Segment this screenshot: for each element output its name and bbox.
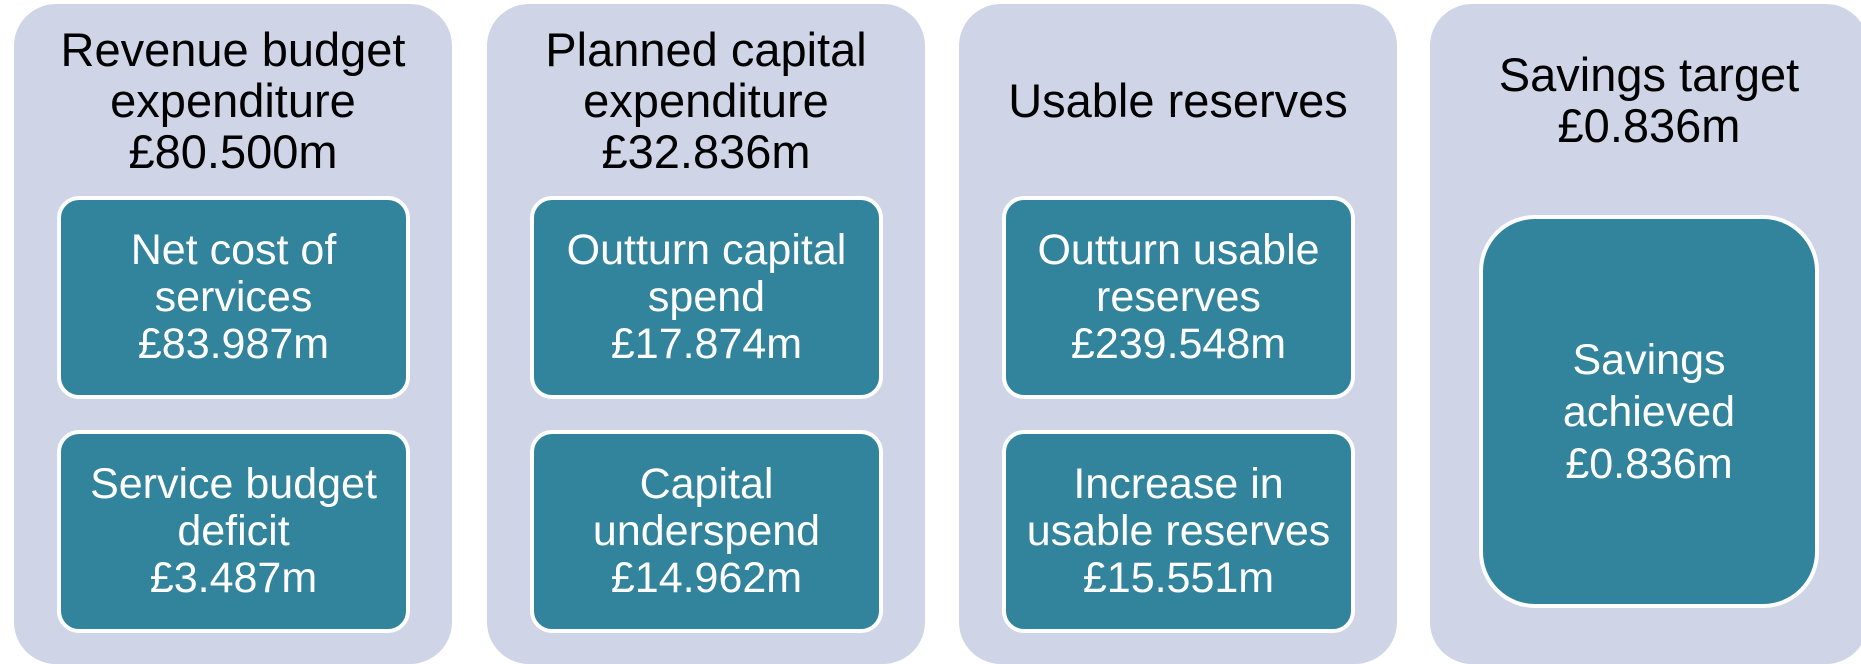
metric-box: Outturn capital spend £17.874m bbox=[530, 196, 883, 399]
box-line: £14.962m bbox=[610, 554, 803, 602]
box-line: Outturn usable bbox=[1037, 226, 1320, 274]
title-line: Savings target bbox=[1498, 48, 1800, 101]
box-line: Outturn capital bbox=[566, 226, 847, 274]
box-line: Savings bbox=[1572, 335, 1726, 384]
box-line: Capital bbox=[639, 460, 774, 508]
box-line: £83.987m bbox=[137, 320, 330, 368]
box-line: £239.548m bbox=[1070, 320, 1287, 368]
title-line: expenditure bbox=[110, 73, 356, 127]
box-line: £17.874m bbox=[610, 320, 803, 368]
panel-title: Revenue budget expenditure £80.500m bbox=[14, 4, 452, 196]
metric-box: Net cost of services £83.987m bbox=[57, 196, 410, 399]
box-line: Increase in bbox=[1073, 460, 1284, 508]
box-line: services bbox=[154, 273, 313, 321]
title-line: £32.836m bbox=[601, 124, 811, 178]
box-line: reserves bbox=[1096, 273, 1261, 321]
metric-box: Service budget deficit £3.487m bbox=[57, 430, 410, 633]
title-line: Revenue budget bbox=[60, 22, 406, 76]
panel: Usable reserves Outturn usable reserves £23… bbox=[959, 4, 1397, 664]
title-line: Planned capital bbox=[545, 22, 867, 76]
metric-box: Capital underspend £14.962m bbox=[530, 430, 883, 633]
panel-title: Savings target £0.836m bbox=[1430, 4, 1861, 196]
box-line: usable reserves bbox=[1026, 507, 1331, 555]
title-line: Usable reserves bbox=[1008, 73, 1348, 127]
metric-box: Savings achieved £0.836m bbox=[1479, 215, 1819, 608]
metric-box: Outturn usable reserves £239.548m bbox=[1002, 196, 1355, 399]
title-line: £80.500m bbox=[128, 124, 338, 178]
box-line: £0.836m bbox=[1565, 439, 1733, 488]
box-line: deficit bbox=[177, 507, 290, 555]
panel: Revenue budget expenditure £80.500m Net cos… bbox=[14, 4, 452, 664]
panel-title: Planned capital expenditure £32.836m bbox=[487, 4, 925, 196]
box-line: Service budget bbox=[90, 460, 377, 508]
box-line: £3.487m bbox=[149, 554, 318, 602]
panel: Savings target £0.836m Savings achieved £0.8… bbox=[1430, 4, 1861, 664]
title-line: £0.836m bbox=[1557, 99, 1741, 152]
metric-box: Increase in usable reserves £15.551m bbox=[1002, 430, 1355, 633]
panel-title: Usable reserves bbox=[959, 4, 1397, 196]
title-line: expenditure bbox=[583, 73, 829, 127]
box-line: Net cost of bbox=[130, 226, 337, 274]
box-line: £15.551m bbox=[1082, 554, 1275, 602]
box-line: underspend bbox=[592, 507, 821, 555]
panel: Planned capital expenditure £32.836m Outtur… bbox=[487, 4, 925, 664]
box-line: achieved bbox=[1562, 387, 1736, 436]
box-line: spend bbox=[647, 273, 766, 321]
